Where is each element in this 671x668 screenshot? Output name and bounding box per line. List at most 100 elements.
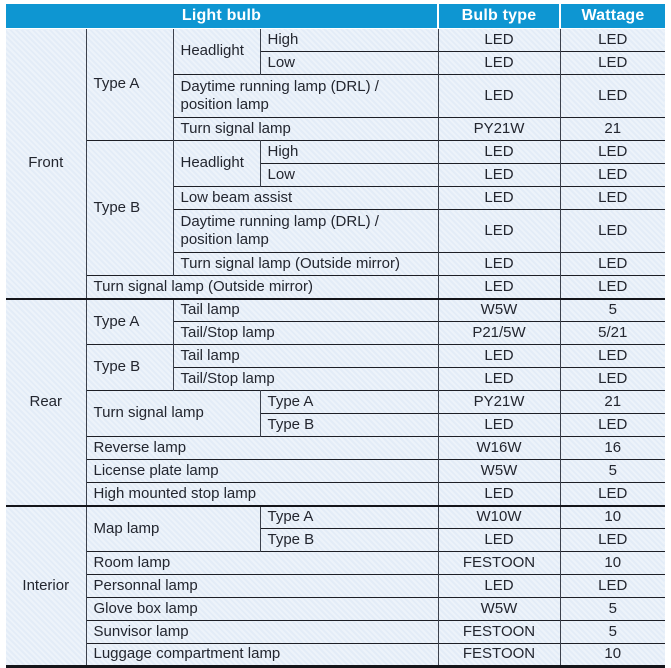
lamp-cell: Reverse lamp bbox=[85, 436, 439, 460]
table-header-row: Light bulb Bulb type Wattage bbox=[6, 4, 665, 29]
header-light-bulb: Light bulb bbox=[6, 4, 438, 29]
wattage-cell: 5/21 bbox=[559, 321, 665, 345]
wattage-cell: LED bbox=[559, 482, 665, 506]
bulb-type-cell: W5W bbox=[437, 597, 561, 621]
wattage-cell: LED bbox=[559, 51, 665, 75]
bulb-type-cell: LED bbox=[437, 163, 561, 187]
wattage-cell: 5 bbox=[559, 459, 665, 483]
wattage-cell: LED bbox=[559, 528, 665, 552]
sub-cell: Type B bbox=[259, 413, 439, 437]
table-row: License plate lamp W5W 5 bbox=[6, 459, 665, 483]
bulb-type-cell: LED bbox=[437, 528, 561, 552]
bulb-type-cell: W5W bbox=[437, 297, 561, 322]
table-row: Tail/Stop lamp P21/5W 5/21 bbox=[6, 321, 665, 345]
bulb-type-cell: FESTOON bbox=[437, 643, 561, 667]
bulb-type-cell: PY21W bbox=[437, 117, 561, 141]
lamp-cell: Low beam assist bbox=[172, 186, 439, 210]
lamp-cell: Headlight bbox=[172, 28, 261, 75]
bulb-type-cell: W16W bbox=[437, 436, 561, 460]
type-cell: Type B bbox=[85, 140, 174, 276]
lamp-cell: Personnal lamp bbox=[85, 574, 439, 598]
table-row: Turn signal lamp (Outside mirror) LED LE… bbox=[6, 275, 665, 299]
sub-cell: Type A bbox=[259, 390, 439, 414]
type-cell: Type A bbox=[85, 297, 174, 345]
table-row: Front Type A Headlight High LED LED bbox=[6, 28, 665, 299]
table-row: Turn signal lamp Type A PY21W 21 bbox=[6, 390, 665, 437]
table-row: Reverse lamp W16W 16 bbox=[6, 436, 665, 460]
table-row: Type B Headlight High LED LED bbox=[6, 140, 665, 276]
lamp-cell: Turn signal lamp bbox=[172, 117, 439, 141]
lamp-cell: Turn signal lamp (Outside mirror) bbox=[172, 252, 439, 276]
wattage-cell: LED bbox=[559, 28, 665, 52]
wattage-cell: 10 bbox=[559, 643, 665, 667]
lamp-cell: Turn signal lamp (Outside mirror) bbox=[85, 275, 439, 299]
wattage-cell: LED bbox=[559, 186, 665, 210]
table-row: Daytime running lamp (DRL) / position la… bbox=[6, 74, 665, 118]
lamp-cell: Daytime running lamp (DRL) / position la… bbox=[172, 74, 439, 118]
table-row: Sunvisor lamp FESTOON 5 bbox=[6, 620, 665, 644]
lamp-cell: Map lamp bbox=[85, 504, 261, 552]
wattage-cell: LED bbox=[559, 74, 665, 118]
lamp-cell: Headlight bbox=[172, 140, 261, 187]
bulb-type-cell: LED bbox=[437, 28, 561, 52]
wattage-cell: 5 bbox=[559, 297, 665, 322]
lamp-cell: Tail/Stop lamp bbox=[172, 321, 439, 345]
bulb-type-cell: LED bbox=[437, 252, 561, 276]
sub-cell: Type B bbox=[259, 528, 439, 552]
wattage-cell: LED bbox=[559, 344, 665, 368]
wattage-cell: 21 bbox=[559, 390, 665, 414]
bulb-type-cell: PY21W bbox=[437, 390, 561, 414]
table-row: Type B LED LED bbox=[6, 528, 665, 552]
group-cell-interior: Interior bbox=[6, 504, 87, 667]
bulb-type-cell: LED bbox=[437, 74, 561, 118]
lamp-cell: Room lamp bbox=[85, 551, 439, 575]
wattage-cell: 5 bbox=[559, 620, 665, 644]
table-row: Type B Tail lamp LED LED bbox=[6, 344, 665, 391]
table-row: Low LED LED bbox=[6, 51, 665, 75]
table-row: Low LED LED bbox=[6, 163, 665, 187]
bulb-specification-table: Light bulb Bulb type Wattage Front Type … bbox=[6, 4, 665, 668]
lamp-cell: Glove box lamp bbox=[85, 597, 439, 621]
wattage-cell: 16 bbox=[559, 436, 665, 460]
bulb-type-cell: LED bbox=[437, 367, 561, 391]
bulb-type-cell: LED bbox=[437, 51, 561, 75]
lamp-cell: Daytime running lamp (DRL) / position la… bbox=[172, 209, 439, 253]
lamp-cell: License plate lamp bbox=[85, 459, 439, 483]
lamp-cell: High mounted stop lamp bbox=[85, 482, 439, 506]
wattage-cell: LED bbox=[559, 209, 665, 253]
table-row: Room lamp FESTOON 10 bbox=[6, 551, 665, 575]
wattage-cell: LED bbox=[559, 413, 665, 437]
bulb-type-cell: LED bbox=[437, 413, 561, 437]
wattage-cell: 21 bbox=[559, 117, 665, 141]
wattage-cell: LED bbox=[559, 275, 665, 299]
table-row: Tail/Stop lamp LED LED bbox=[6, 367, 665, 391]
sub-cell: High bbox=[259, 28, 439, 52]
wattage-cell: LED bbox=[559, 574, 665, 598]
header-wattage: Wattage bbox=[559, 4, 665, 29]
wattage-cell: 10 bbox=[559, 551, 665, 575]
header-bulb-type: Bulb type bbox=[437, 4, 560, 29]
table-row: Interior Map lamp Type A W10W 10 bbox=[6, 504, 665, 667]
lamp-cell: Luggage compartment lamp bbox=[85, 643, 439, 667]
lamp-cell: Turn signal lamp bbox=[85, 390, 261, 437]
table-row: Luggage compartment lamp FESTOON 10 bbox=[6, 643, 665, 667]
lamp-cell: Tail lamp bbox=[172, 344, 439, 368]
bulb-type-cell: LED bbox=[437, 344, 561, 368]
bulb-type-cell: P21/5W bbox=[437, 321, 561, 345]
bulb-type-cell: FESTOON bbox=[437, 620, 561, 644]
lamp-cell: Tail lamp bbox=[172, 297, 439, 322]
wattage-cell: LED bbox=[559, 163, 665, 187]
wattage-cell: LED bbox=[559, 252, 665, 276]
table-row: High mounted stop lamp LED LED bbox=[6, 482, 665, 506]
group-cell-front: Front bbox=[6, 28, 87, 299]
type-cell: Type A bbox=[85, 28, 174, 141]
bulb-type-cell: LED bbox=[437, 140, 561, 164]
table-row: Glove box lamp W5W 5 bbox=[6, 597, 665, 621]
bulb-type-cell: W5W bbox=[437, 459, 561, 483]
sub-cell: Low bbox=[259, 51, 439, 75]
lamp-cell: Tail/Stop lamp bbox=[172, 367, 439, 391]
table-row: Daytime running lamp (DRL) / position la… bbox=[6, 209, 665, 253]
bulb-type-cell: LED bbox=[437, 209, 561, 253]
wattage-cell: LED bbox=[559, 367, 665, 391]
bulb-type-cell: FESTOON bbox=[437, 551, 561, 575]
